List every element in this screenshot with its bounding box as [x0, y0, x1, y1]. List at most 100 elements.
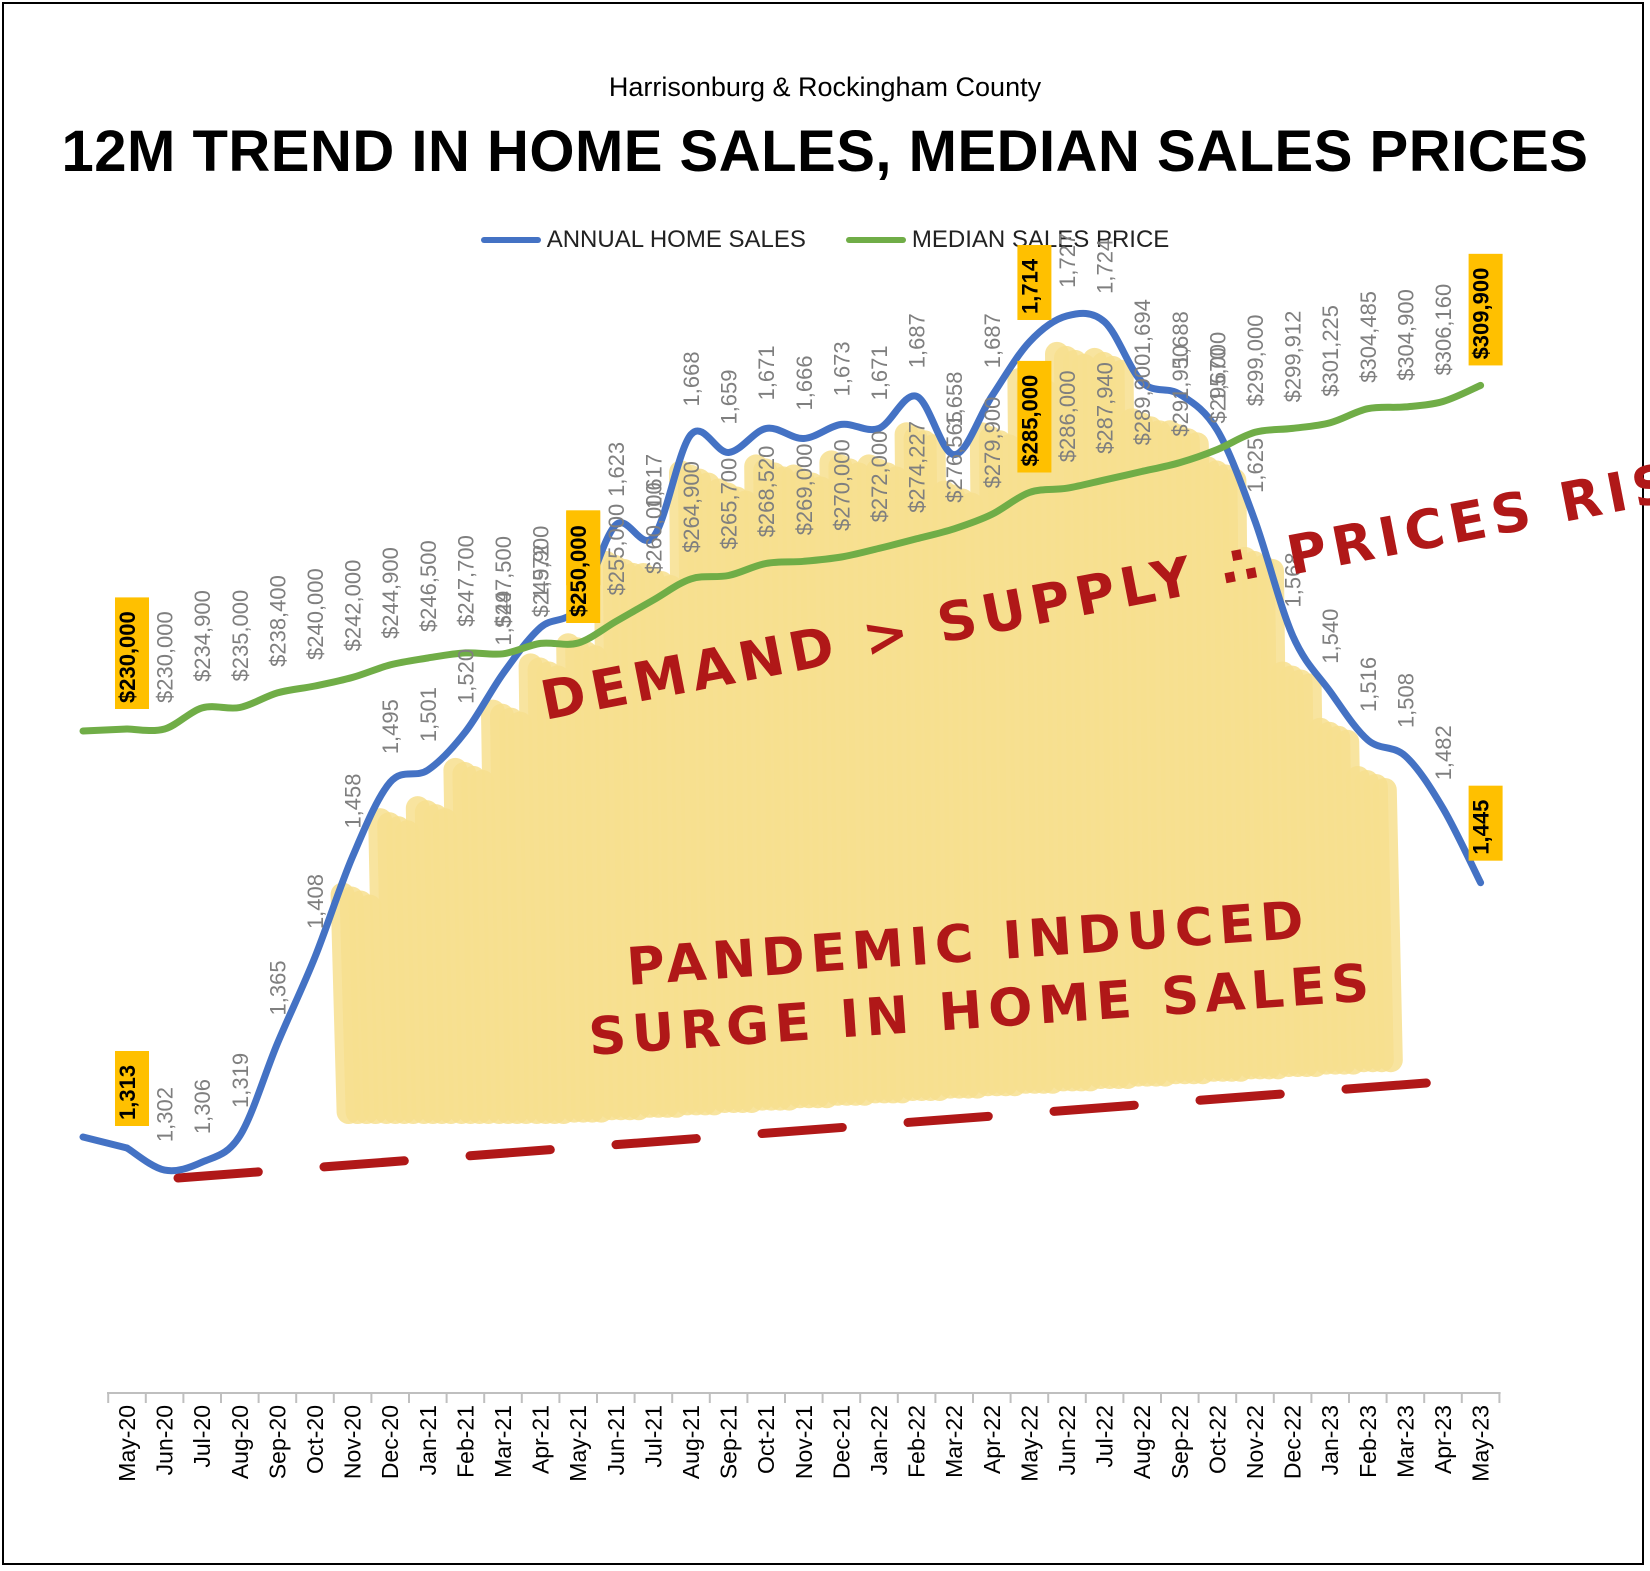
x-tick-label: Feb-21: [452, 1405, 478, 1478]
price-label-text: $230,000: [115, 611, 140, 703]
shading-layer: [330, 341, 1403, 1124]
sales-label-text: 1,549: [491, 591, 516, 646]
price-data-label: $230,000: [115, 597, 149, 709]
sales-data-label: 1,319: [228, 1053, 253, 1108]
sales-data-label: 1,659: [717, 369, 742, 424]
price-data-label: $279,900: [980, 397, 1005, 489]
sales-label-text: 1,540: [1318, 609, 1343, 664]
sales-data-label: 1,694: [1130, 299, 1155, 354]
x-tick-label: Sep-21: [716, 1405, 742, 1479]
price-label-text: $264,900: [679, 461, 704, 553]
sales-label-text: 1,508: [1393, 673, 1418, 728]
x-tick-label: Jul-20: [189, 1405, 215, 1468]
x-tick-label: Oct-22: [1204, 1405, 1230, 1474]
price-data-label: $295,000: [1205, 332, 1230, 424]
price-label-text: $244,900: [378, 547, 403, 639]
sales-data-label: 1,568: [1281, 552, 1306, 607]
sales-label-text: 1,568: [1281, 552, 1306, 607]
sales-data-label: 1,306: [190, 1079, 215, 1134]
sales-data-label: 1,668: [679, 351, 704, 406]
chart-title: 12M TREND IN HOME SALES, MEDIAN SALES PR…: [61, 119, 1589, 184]
x-tick-label: Oct-20: [302, 1405, 328, 1474]
legend-item-sales: ANNUAL HOME SALES: [480, 226, 806, 254]
sales-data-label: 1,688: [1168, 311, 1193, 366]
sales-label-text: 1,482: [1431, 725, 1456, 780]
price-data-label: $304,485: [1356, 291, 1381, 383]
sales-label-text: 1,666: [792, 355, 817, 410]
x-tick-label: Sep-20: [264, 1405, 290, 1479]
price-label-text: $249,900: [529, 526, 554, 618]
annual-home-sales-line: [123, 309, 1485, 1175]
x-tick-label: Jul-21: [640, 1405, 666, 1468]
sales-data-label: 1,671: [754, 345, 779, 400]
price-data-label: $264,900: [679, 461, 704, 553]
sales-label-text: 1,724: [1093, 239, 1118, 294]
trend-dashes: [173, 1078, 1431, 1183]
sales-data-label: 1,671: [867, 345, 892, 400]
sales-data-label: 1,623: [604, 442, 629, 497]
sales-label-text: 1,520: [453, 649, 478, 704]
sales-label-text: 1,495: [378, 699, 403, 754]
sales-label-text: 1,516: [1356, 657, 1381, 712]
price-data-label: $246,500: [416, 540, 441, 632]
price-label-text: $247,700: [453, 535, 478, 627]
trend-dash: [319, 1156, 409, 1172]
sales-label-text: 1,671: [867, 345, 892, 400]
price-label-highlight: [566, 511, 601, 623]
x-tick-label: Sep-22: [1167, 1405, 1193, 1479]
chart-subtitle: Harrisonburg & Rockingham County: [608, 72, 1042, 102]
legend-swatch-sales: [480, 237, 541, 243]
sales-data-label: 1,516: [1356, 657, 1381, 712]
sales-label-highlight: [115, 1051, 149, 1126]
sales-label-text: 1,687: [980, 313, 1005, 368]
price-label-text: $299,912: [1281, 311, 1306, 403]
price-data-label: $274,227: [905, 421, 930, 513]
sales-label-text: 1,694: [1130, 299, 1155, 354]
sales-data-label: 1,724: [1093, 239, 1118, 294]
x-tick-label: Dec-20: [377, 1405, 403, 1479]
price-label-text: $291,950: [1168, 345, 1193, 437]
price-label-text: $295,000: [1205, 332, 1230, 424]
x-tick-label: Jan-22: [866, 1405, 892, 1475]
x-tick-label: Apr-22: [979, 1405, 1005, 1474]
x-tick-label: Mar-22: [941, 1405, 967, 1478]
sales-label-text: 1,445: [1469, 800, 1494, 855]
price-label-text: $250,000: [566, 525, 591, 617]
sales-label-text: 1,365: [265, 960, 290, 1015]
sales-label-text: 1,670: [1205, 347, 1230, 402]
price-data-label: $270,000: [829, 439, 854, 531]
x-tick-label: Mar-21: [490, 1405, 516, 1478]
price-data-label: $268,520: [754, 446, 779, 538]
price-label-text: $246,500: [416, 540, 441, 632]
sales-data-label: 1,572: [529, 544, 554, 599]
sales-label-highlight: [1468, 785, 1503, 861]
price-label-text: $276,565: [942, 411, 967, 503]
sales-data-label: 1,482: [1431, 725, 1456, 780]
sales-label-text: 1,688: [1168, 311, 1193, 366]
x-tick-label: Jan-21: [415, 1405, 441, 1475]
trend-dash: [1341, 1078, 1431, 1094]
sales-data-label: 1,670: [1205, 347, 1230, 402]
x-tick-label: Jan-23: [1317, 1405, 1343, 1475]
price-label-text: $279,900: [980, 397, 1005, 489]
shading-stroke: [1372, 777, 1403, 1073]
sales-data-label: 1,408: [303, 874, 328, 929]
sales-data-label: 1,313: [115, 1051, 149, 1126]
sales-label-text: 1,501: [416, 687, 441, 742]
trend-dash: [611, 1134, 701, 1150]
price-data-label: $265,700: [717, 458, 742, 550]
sales-label-text: 1,671: [754, 345, 779, 400]
price-data-label: $242,000: [341, 560, 366, 652]
legend-swatch-price: [845, 237, 906, 243]
sales-label-text: 1,302: [153, 1087, 178, 1142]
x-tick-label: Oct-21: [753, 1405, 779, 1474]
sales-label-text: 1,673: [829, 341, 854, 396]
price-data-label: $299,000: [1243, 315, 1268, 407]
sales-label-text: 1,727: [1055, 233, 1080, 288]
price-label-text: $268,520: [754, 446, 779, 538]
price-label-text: $260,000: [641, 482, 666, 574]
trend-dash: [173, 1167, 263, 1183]
sales-data-label: 1,458: [341, 773, 366, 828]
x-tick-label: Aug-22: [1129, 1405, 1155, 1479]
